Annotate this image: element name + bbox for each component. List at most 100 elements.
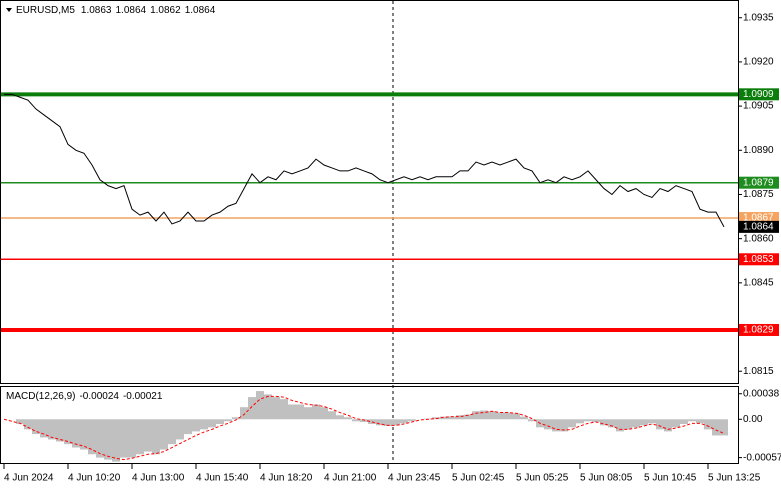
- histogram-bar: [104, 419, 112, 460]
- chart-header: EURUSD,M5 1.0863 1.0864 1.0862 1.0864: [16, 5, 216, 16]
- histogram-bar: [608, 419, 616, 428]
- signal-line: [3, 395, 725, 461]
- histogram-bar: [520, 416, 528, 420]
- symbol: EURUSD,M5: [16, 5, 75, 16]
- y-tick-label: 0.00038: [743, 388, 780, 399]
- histogram-bar: [56, 419, 64, 442]
- histogram-bar: [576, 419, 584, 424]
- level-label: 1.0879: [743, 177, 774, 188]
- x-tick-label: 5 Jun 08:05: [580, 473, 633, 484]
- histogram-bar: [488, 411, 496, 420]
- histogram-bar: [712, 419, 720, 436]
- histogram-bar: [96, 419, 104, 458]
- x-tick-label: 5 Jun 10:45: [644, 473, 697, 484]
- histogram-bar: [360, 419, 368, 422]
- y-tick-label: 1.0890: [743, 145, 774, 156]
- histogram-bar: [448, 416, 456, 420]
- y-tick-label: 1.0935: [743, 12, 774, 23]
- histogram-bar: [400, 419, 408, 424]
- histogram-bar: [40, 419, 48, 438]
- y-tick-label: 1.0920: [743, 57, 774, 68]
- histogram-bar: [64, 419, 72, 445]
- histogram-bar: [16, 419, 24, 424]
- histogram-bar: [408, 419, 416, 422]
- histogram-bar: [152, 419, 160, 455]
- histogram-bar: [664, 419, 672, 432]
- histogram-bar: [144, 419, 152, 452]
- histogram-bar: [600, 419, 608, 426]
- level-label: 1.0829: [743, 325, 774, 336]
- histogram-bar: [672, 419, 680, 428]
- level-label-box: [739, 253, 779, 266]
- histogram-bar: [512, 413, 520, 420]
- histogram-bar: [80, 419, 88, 450]
- histogram-bar: [88, 419, 96, 455]
- histogram-bar: [304, 407, 312, 420]
- y-tick-label: 1.0875: [743, 189, 774, 200]
- histogram-bar: [272, 397, 280, 420]
- histogram-bar: [464, 414, 472, 420]
- histogram-bar: [24, 419, 32, 430]
- histogram-bar: [696, 419, 704, 424]
- histogram-bar: [320, 407, 328, 420]
- price-line: [4, 93, 725, 228]
- histogram-bar: [648, 419, 656, 424]
- histogram-bar: [280, 399, 288, 420]
- high: 1.0864: [116, 5, 147, 16]
- y-tick-label: 1.0815: [743, 366, 774, 377]
- histogram-bar: [176, 419, 184, 440]
- histogram-bar: [688, 419, 696, 422]
- histogram-bar: [544, 419, 552, 430]
- histogram-bar: [704, 419, 712, 430]
- histogram-bar: [208, 419, 216, 428]
- macd-value: -0.00024: [79, 391, 119, 402]
- histogram-bar: [720, 419, 728, 436]
- histogram-bar: [592, 419, 600, 422]
- x-tick-label: 4 Jun 23:45: [388, 473, 441, 484]
- macd-title: MACD(12,26,9): [6, 391, 75, 402]
- histogram-bar: [240, 407, 248, 420]
- histogram-bar: [232, 417, 240, 420]
- last-price-label: 1.0864: [743, 222, 774, 233]
- histogram-bar: [632, 419, 640, 428]
- histogram-bar: [328, 411, 336, 420]
- histogram-bar: [296, 404, 304, 420]
- histogram-bar: [224, 419, 232, 422]
- y-tick-label: -0.00057: [743, 452, 781, 463]
- histogram-bar: [312, 404, 320, 420]
- x-tick-label: 5 Jun 05:25: [516, 473, 569, 484]
- histogram-bar: [120, 419, 128, 458]
- histogram-bar: [472, 411, 480, 420]
- y-tick-label: 1.0845: [743, 277, 774, 288]
- x-tick-label: 4 Jun 10:20: [68, 473, 121, 484]
- histogram-bar: [504, 412, 512, 420]
- histogram-bar: [376, 419, 384, 426]
- y-tick-label: 1.0860: [743, 233, 774, 244]
- last-price-box: [739, 220, 779, 233]
- histogram-bar: [288, 404, 296, 420]
- histogram-bar: [48, 419, 56, 440]
- open: 1.0863: [81, 5, 112, 16]
- histogram-bar: [72, 419, 80, 448]
- close: 1.0864: [185, 5, 216, 16]
- x-tick-label: 5 Jun 13:25: [708, 473, 761, 484]
- histogram-bar: [256, 391, 264, 420]
- level-label-box: [739, 323, 779, 336]
- histogram-bar: [528, 419, 536, 422]
- histogram-bar: [616, 419, 624, 432]
- x-tick-label: 4 Jun 2024: [4, 473, 54, 484]
- x-tick-label: 5 Jun 02:45: [452, 473, 505, 484]
- histogram-bar: [584, 419, 592, 422]
- histogram-bar: [264, 394, 272, 420]
- histogram-bar: [200, 419, 208, 430]
- level-label: 1.0853: [743, 254, 774, 265]
- histogram-bar: [568, 419, 576, 428]
- histogram-bar: [216, 419, 224, 424]
- histogram-bar: [160, 419, 168, 450]
- histogram-bar: [352, 419, 360, 422]
- level-label: 1.0909: [743, 89, 774, 100]
- histogram-bar: [640, 419, 648, 426]
- x-tick-label: 4 Jun 13:00: [132, 473, 185, 484]
- menu-arrow: [6, 8, 12, 12]
